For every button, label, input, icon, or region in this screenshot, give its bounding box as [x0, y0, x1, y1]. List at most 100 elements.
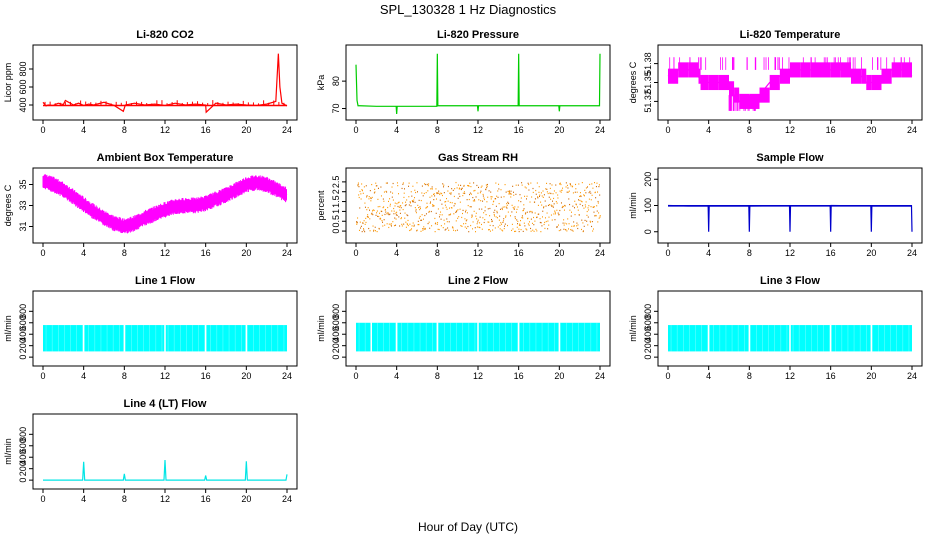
rh-point: [419, 209, 421, 211]
rh-point: [560, 229, 562, 231]
rh-point: [538, 191, 540, 193]
rh-point: [382, 206, 384, 209]
rh-point: [469, 182, 471, 184]
rh-point: [492, 225, 494, 227]
rh-point: [504, 225, 506, 227]
rh-point: [555, 192, 557, 194]
x-tick-label: 24: [907, 125, 917, 135]
rh-point: [568, 228, 570, 230]
rh-point: [540, 201, 542, 203]
rh-point: [517, 223, 519, 225]
rh-point: [533, 224, 535, 226]
x-tick-label: 24: [282, 494, 292, 504]
x-tick-label: 4: [706, 248, 711, 258]
rh-point: [523, 222, 525, 224]
rh-point: [485, 184, 487, 186]
rh-point: [437, 192, 439, 194]
rh-point: [501, 229, 503, 231]
y-tick-label: 400: [643, 327, 653, 342]
rh-point: [424, 214, 426, 217]
y-tick-label: 400: [18, 97, 28, 112]
rh-point: [405, 201, 407, 203]
rh-point: [514, 206, 516, 208]
y-tick-label: 33: [18, 200, 28, 210]
rh-point: [477, 219, 479, 221]
x-tick-label: 0: [40, 371, 45, 381]
rh-point: [430, 188, 432, 190]
temp-block: [779, 68, 790, 84]
rh-point: [509, 191, 511, 194]
rh-point: [453, 195, 455, 198]
rh-point: [514, 217, 516, 220]
x-tick-label: 8: [122, 248, 127, 258]
rh-point: [531, 212, 533, 214]
rh-point: [516, 208, 518, 210]
rh-point: [521, 184, 523, 186]
rh-point: [560, 191, 562, 193]
rh-point: [514, 230, 516, 233]
rh-point: [453, 229, 455, 231]
rh-point: [577, 224, 579, 226]
rh-point: [446, 197, 448, 200]
rh-point: [471, 216, 473, 218]
rh-point: [358, 186, 360, 188]
rh-point: [518, 200, 520, 202]
rh-point: [476, 184, 478, 187]
rh-point: [364, 231, 366, 233]
rh-point: [503, 227, 505, 230]
rh-point: [597, 191, 599, 193]
rh-point: [554, 219, 556, 221]
rh-point: [398, 201, 400, 203]
rh-point: [386, 191, 388, 193]
rh-point: [520, 228, 522, 231]
rh-point: [584, 219, 586, 222]
y-tick-label: 0: [643, 355, 653, 360]
rh-point: [577, 227, 579, 230]
rh-point: [504, 206, 506, 208]
rh-point: [575, 188, 577, 190]
rh-point: [367, 207, 369, 209]
rh-point: [374, 230, 376, 232]
rh-point: [482, 193, 484, 196]
rh-point: [443, 219, 445, 221]
rh-point: [571, 229, 573, 231]
rh-point: [528, 183, 530, 186]
temp-block: [769, 74, 780, 91]
y-axis-label: Licor ppm: [3, 63, 13, 103]
panel-title: Gas Stream RH: [438, 152, 518, 164]
rh-point: [557, 212, 559, 214]
x-tick-label: 8: [122, 494, 127, 504]
rh-point: [378, 215, 380, 218]
temp-block: [881, 68, 892, 84]
x-tick-label: 0: [353, 125, 358, 135]
rh-point: [532, 229, 534, 231]
data-layer: [43, 323, 287, 354]
rh-point: [384, 213, 386, 216]
rh-point: [452, 189, 454, 191]
rh-point: [483, 197, 485, 199]
rh-point: [468, 198, 470, 201]
rh-point: [504, 183, 506, 186]
x-tick-label: 20: [241, 248, 251, 258]
rh-point: [549, 192, 551, 194]
x-tick-label: 16: [514, 248, 524, 258]
rh-point: [582, 222, 584, 224]
rh-point: [543, 194, 545, 196]
x-tick-label: 24: [595, 371, 605, 381]
rh-point: [402, 182, 404, 184]
rh-point: [369, 209, 371, 211]
y-axis-label: degrees C: [3, 184, 13, 226]
rh-point: [427, 190, 429, 192]
rh-point: [539, 195, 540, 197]
rh-point: [460, 188, 462, 191]
rh-point: [517, 206, 519, 208]
rh-point: [500, 189, 502, 191]
rh-point: [466, 219, 468, 221]
rh-point: [542, 190, 544, 192]
x-tick-label: 4: [394, 248, 399, 258]
rh-point: [540, 222, 542, 224]
panel-title: Li-820 Temperature: [740, 29, 841, 41]
rh-point: [365, 185, 367, 187]
rh-point: [460, 184, 462, 186]
